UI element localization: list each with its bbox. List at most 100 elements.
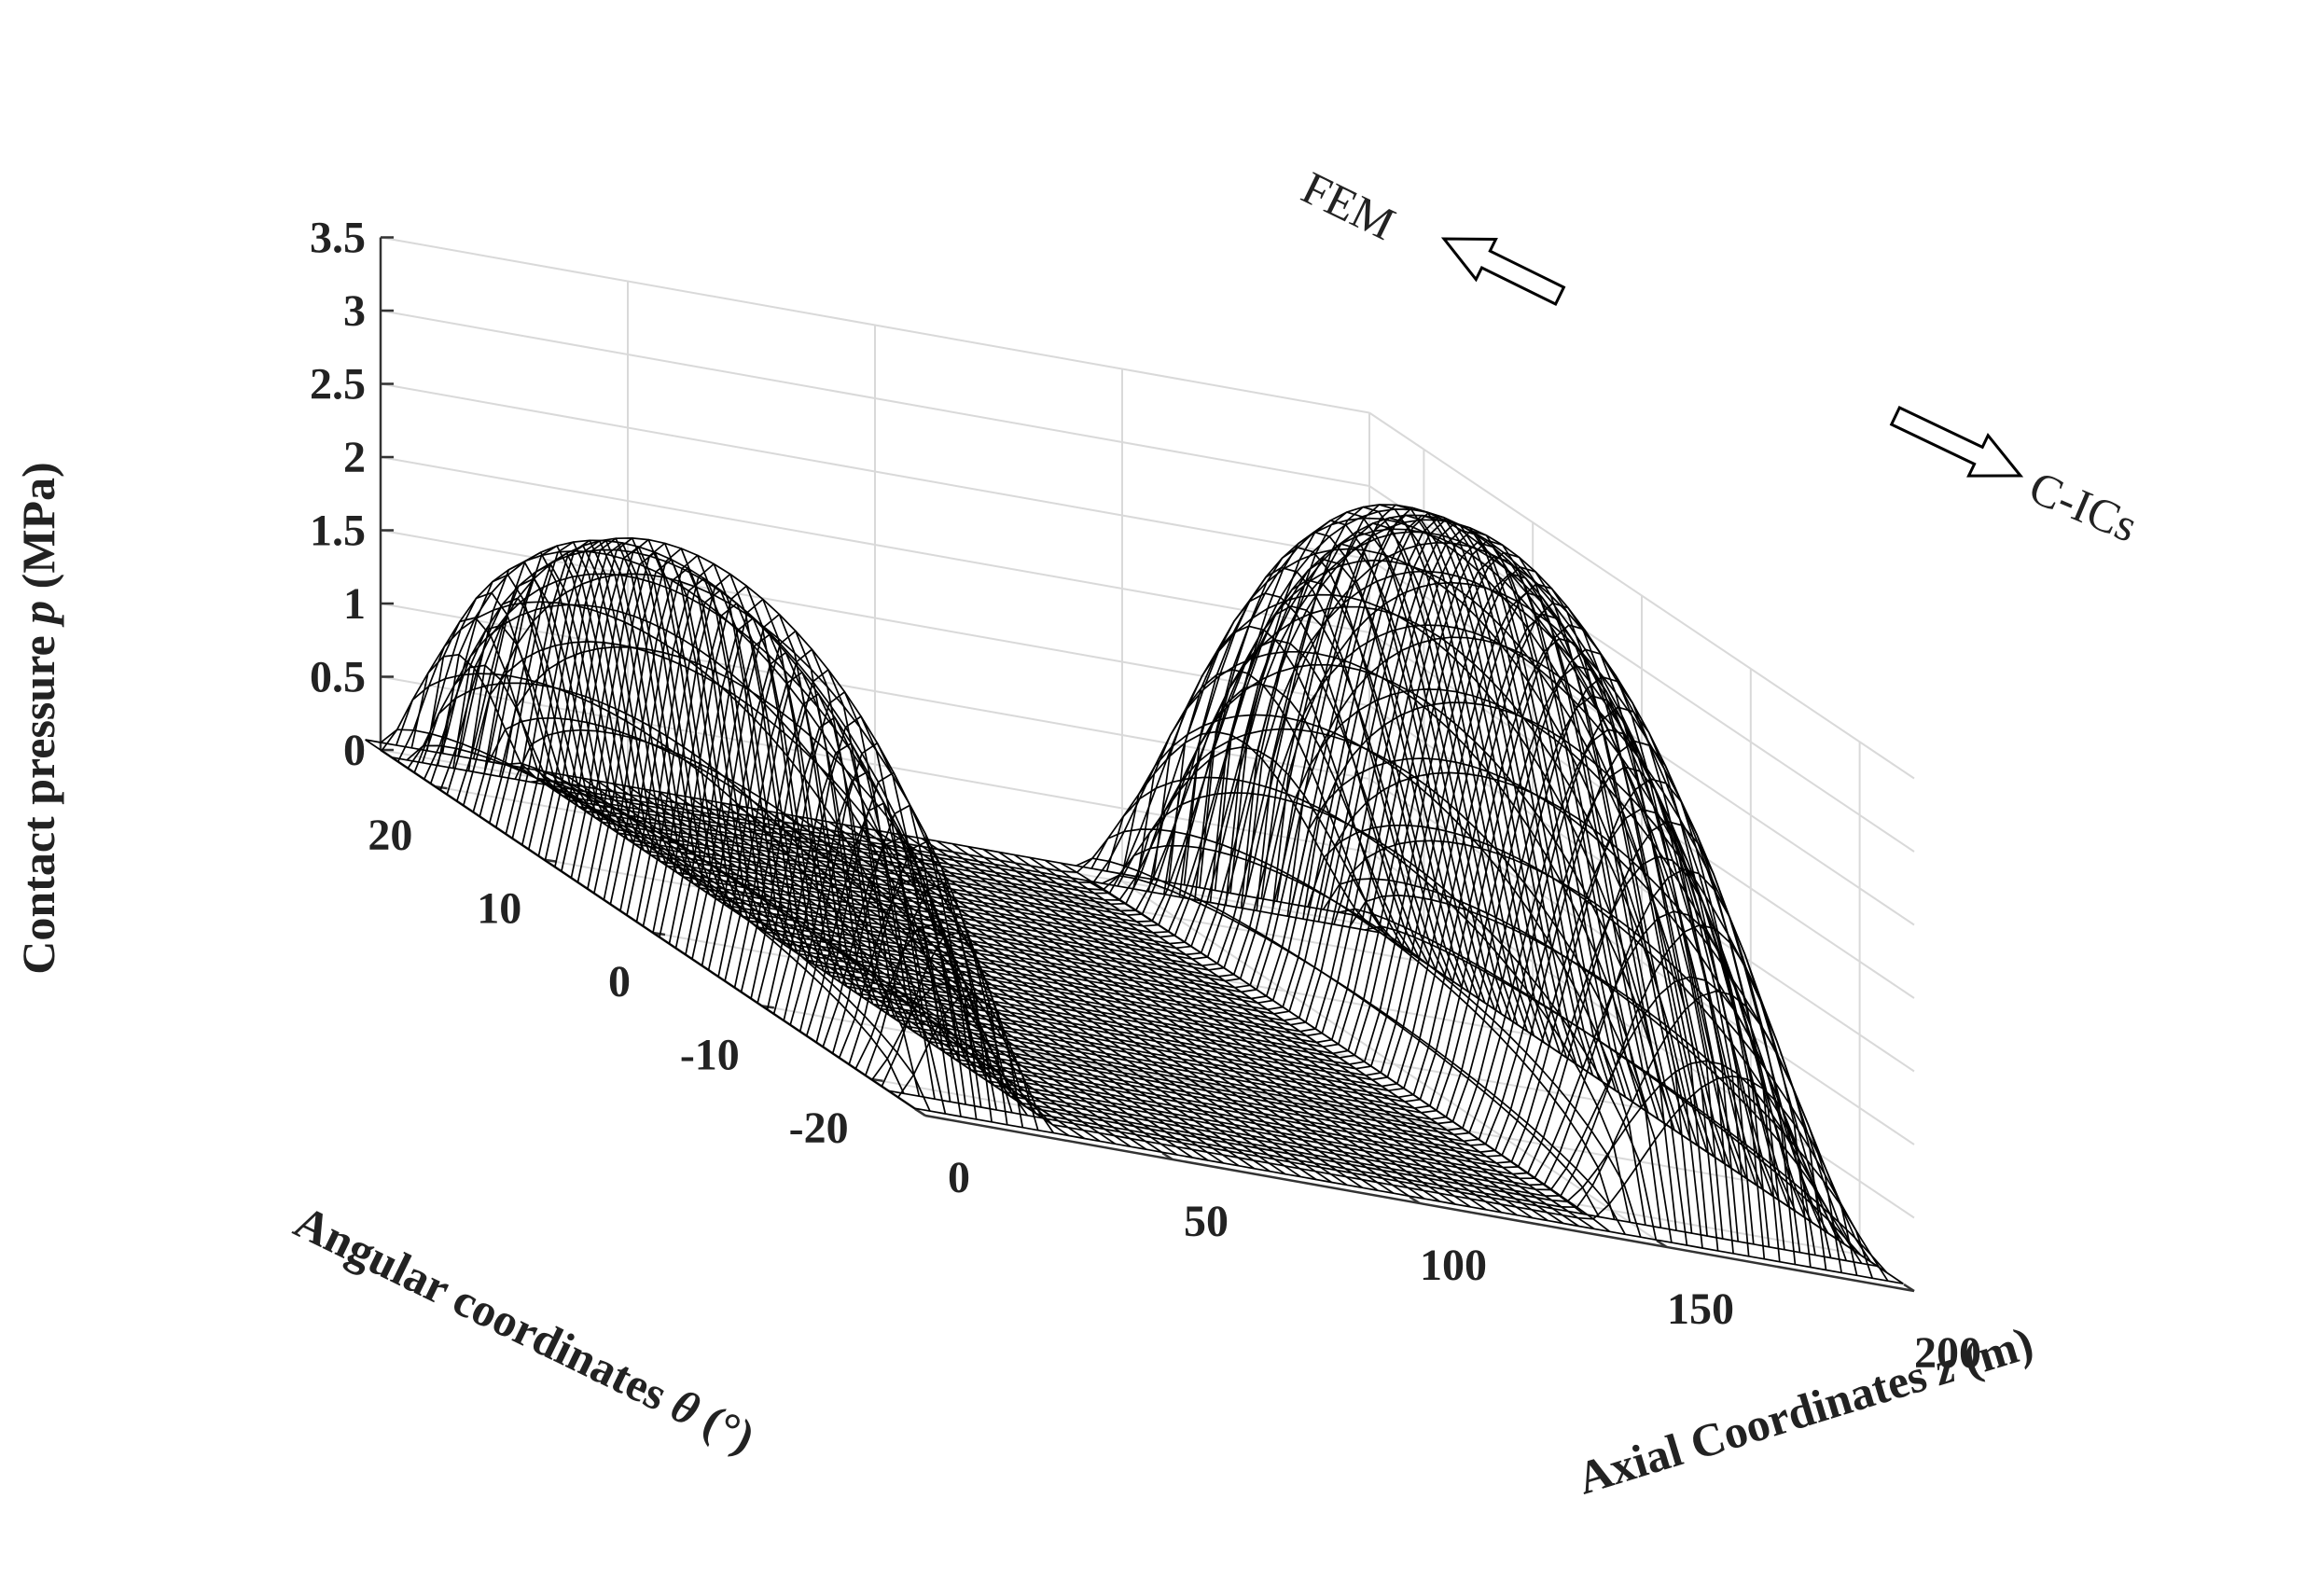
mesh-line-axial <box>1317 771 1842 1273</box>
mesh-line-axial <box>766 810 1291 1163</box>
mesh-layer <box>365 504 1904 1285</box>
y-tick-label: 20 <box>368 811 412 860</box>
arrow-layer <box>1440 237 2024 478</box>
mesh-line-axial <box>483 573 1008 1125</box>
mesh-line-axial <box>1105 776 1632 1223</box>
mesh-line-axial <box>1136 650 1662 1228</box>
mesh-line-axial <box>967 845 1492 1199</box>
mesh-line-axial <box>643 788 1167 1141</box>
mesh-line-axial <box>549 771 1075 1125</box>
fem-arrow <box>1440 237 1566 307</box>
mesh-line-axial <box>998 851 1522 1204</box>
z-tick-label: 1.5 <box>310 507 366 556</box>
mesh-line-axial <box>565 774 1090 1128</box>
mesh-line-axial <box>365 739 889 1092</box>
mesh-line-axial <box>921 838 1445 1190</box>
mesh-line-axial <box>658 791 1183 1144</box>
z-tick-label: 3 <box>343 286 366 336</box>
mesh-line-axial <box>1121 714 1646 1226</box>
x-tick-label: 150 <box>1667 1284 1734 1334</box>
y-tick-label: 10 <box>477 884 521 934</box>
mesh-line-axial <box>951 842 1477 1196</box>
mesh-line-axial <box>673 794 1198 1146</box>
mesh-line-axial <box>581 777 1105 1131</box>
cics-arrow <box>1889 406 2024 478</box>
mesh-line-axial <box>782 812 1306 1166</box>
mesh-line-axial <box>457 573 982 1108</box>
mesh-line-axial <box>1229 531 1755 1244</box>
mesh-line-axial <box>426 549 951 1103</box>
mesh-line-axial <box>1307 824 1832 1258</box>
x-tick-mark <box>1903 1283 1915 1293</box>
y-tick-label: -20 <box>789 1103 849 1153</box>
mesh-line-axial <box>514 729 1039 1131</box>
mesh-line-axial <box>1013 854 1538 1207</box>
mesh-line-axial <box>937 840 1461 1193</box>
x-tick-mark <box>1409 1195 1421 1205</box>
x-tick-label: 0 <box>948 1153 970 1202</box>
mesh-line-axial <box>905 835 1430 1187</box>
z-axis-label: Contact pressure p (MPa) <box>12 462 64 974</box>
y-tick-label: -10 <box>680 1030 740 1079</box>
z-tick-label: 2.5 <box>310 360 366 409</box>
x-tick-label: 200 <box>1914 1328 1981 1378</box>
mesh-line-axial <box>689 796 1214 1149</box>
mesh-line-axial <box>982 848 1507 1201</box>
y-tick-mark <box>652 931 666 937</box>
z-tick-label: 0 <box>343 726 366 775</box>
mesh-line-axial <box>1275 688 1801 1253</box>
mesh-line-axial <box>472 641 998 1111</box>
y-tick-label: 0 <box>608 957 631 1006</box>
mesh-line-axial <box>612 783 1136 1136</box>
mesh-line-axial <box>1322 878 1848 1261</box>
mesh-line-axial <box>874 829 1399 1183</box>
mesh-line-axial <box>1199 504 1724 1240</box>
mesh-line-axial <box>859 826 1383 1180</box>
z-tick-label: 0.5 <box>310 653 366 702</box>
mesh-line-axial <box>1132 792 1658 1241</box>
x-tick-mark <box>1656 1239 1668 1249</box>
mesh-line-axial <box>1168 548 1693 1234</box>
mesh-line-axial <box>1291 757 1816 1256</box>
x-tick-mark <box>914 1107 926 1117</box>
mesh-line-axial <box>596 780 1121 1133</box>
mesh-line-axial <box>1162 663 1688 1246</box>
mesh-line-axial <box>1333 840 1858 1276</box>
z-tick-label: 1 <box>343 579 366 629</box>
mesh-line-axial <box>1256 541 1781 1262</box>
mesh-line-axial <box>812 818 1338 1172</box>
z-axis-label-symbol: p <box>12 601 64 628</box>
mesh-line-axial <box>751 807 1275 1160</box>
mesh-line-axial <box>437 604 962 1117</box>
mesh-line-axial <box>1060 862 1585 1215</box>
z-tick-label: 3.5 <box>310 214 366 263</box>
mesh-line-axial <box>1117 844 1642 1238</box>
mesh-line-axial <box>519 766 1044 1119</box>
mesh-line-axial <box>1029 856 1553 1210</box>
mesh-line-axial <box>1076 857 1600 1217</box>
mesh-line-axial <box>1354 914 1878 1268</box>
mesh-line-axial <box>720 801 1244 1155</box>
mesh-line-axial <box>890 832 1414 1185</box>
mesh-line-axial <box>627 785 1152 1139</box>
z-tick-label: 2 <box>343 433 366 482</box>
mesh-line-axial <box>1338 908 1863 1264</box>
mesh-line-axial <box>452 548 978 1120</box>
series-c-ics-surface <box>365 504 1878 1268</box>
z-axis-label-prefix: Contact pressure <box>12 624 64 975</box>
mesh-line-axial <box>1240 519 1766 1259</box>
mesh-line-axial <box>797 815 1322 1169</box>
mesh-line-axial <box>1260 624 1785 1250</box>
x-tick-label: 100 <box>1420 1241 1487 1290</box>
mesh-line-axial <box>735 804 1260 1158</box>
mesh-line-axial <box>843 824 1368 1177</box>
mesh-line-axial <box>1044 859 1569 1213</box>
x-tick-mark <box>1161 1151 1173 1161</box>
mesh-line-axial <box>828 821 1353 1174</box>
mesh-line-axial <box>1302 701 1827 1270</box>
mesh-line-axial <box>1183 517 1708 1237</box>
z-axis-label-suffix: (MPa) <box>12 462 64 601</box>
mesh-line-axial <box>1286 636 1812 1268</box>
